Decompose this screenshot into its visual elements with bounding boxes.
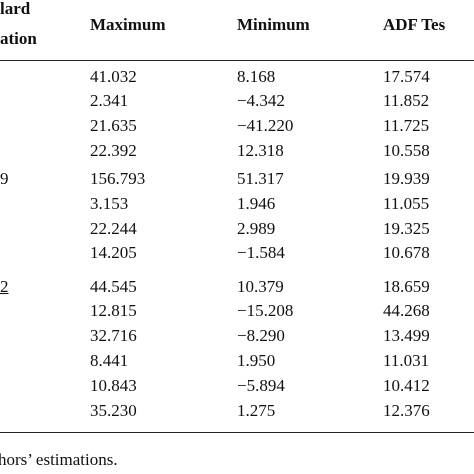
cell-min: −8.290	[237, 326, 285, 345]
cell-adf: 19.939	[383, 169, 430, 188]
cell-min: −41.220	[237, 116, 294, 135]
header-rule	[0, 60, 474, 61]
cell-max: 156.793	[90, 169, 146, 188]
cell-adf: 12.376	[383, 401, 430, 420]
cell-min: 51.317	[237, 169, 284, 188]
cell-max: 14.205	[90, 243, 137, 262]
cell-adf: 13.499	[383, 326, 430, 345]
header-min: Minimum	[237, 15, 310, 34]
cell-adf: 10.558	[383, 141, 430, 160]
cell-max: 10.843	[90, 376, 137, 395]
cell-adf: 10.678	[383, 243, 430, 262]
footer-note: hors’ estimations.	[0, 450, 118, 469]
cell-min: 1.950	[237, 351, 276, 370]
cell-max: 35.230	[90, 401, 137, 420]
cell-min: −5.894	[237, 376, 285, 395]
cell-max: 3.153	[90, 194, 129, 213]
cell-max: 44.545	[90, 277, 137, 296]
cell-min: −4.342	[237, 91, 285, 110]
cell-max: 32.716	[90, 326, 137, 345]
header-sd-1: lard	[0, 0, 31, 18]
header-adf: ADF Tes	[383, 15, 446, 34]
cell-sd: 2	[0, 277, 9, 296]
cell-max: 21.635	[90, 116, 137, 135]
cell-min: 1.946	[237, 194, 276, 213]
cell-max: 41.032	[90, 67, 137, 86]
header-max: Maximum	[90, 15, 166, 34]
cell-adf: 11.852	[383, 91, 430, 110]
cell-adf: 44.268	[383, 301, 430, 320]
cell-adf: 11.031	[383, 351, 430, 370]
cell-adf: 10.412	[383, 376, 430, 395]
cell-min: 1.275	[237, 401, 276, 420]
bottom-rule	[0, 432, 474, 433]
cell-max: 2.341	[90, 91, 129, 110]
header-sd-2: ation	[0, 29, 37, 48]
cell-min: 10.379	[237, 277, 284, 296]
cell-adf: 17.574	[383, 67, 430, 86]
cell-min: 2.989	[237, 219, 276, 238]
cell-adf: 19.325	[383, 219, 430, 238]
cell-adf: 11.055	[383, 194, 430, 213]
cell-min: 12.318	[237, 141, 284, 160]
cell-adf: 11.725	[383, 116, 430, 135]
cell-min: 8.168	[237, 67, 276, 86]
cell-max: 8.441	[90, 351, 129, 370]
cell-min: −15.208	[237, 301, 294, 320]
cell-adf: 18.659	[383, 277, 430, 296]
cell-min: −1.584	[237, 243, 285, 262]
cell-sd: 9	[0, 169, 9, 188]
cell-max: 22.244	[90, 219, 137, 238]
cell-max: 12.815	[90, 301, 137, 320]
cell-max: 22.392	[90, 141, 137, 160]
